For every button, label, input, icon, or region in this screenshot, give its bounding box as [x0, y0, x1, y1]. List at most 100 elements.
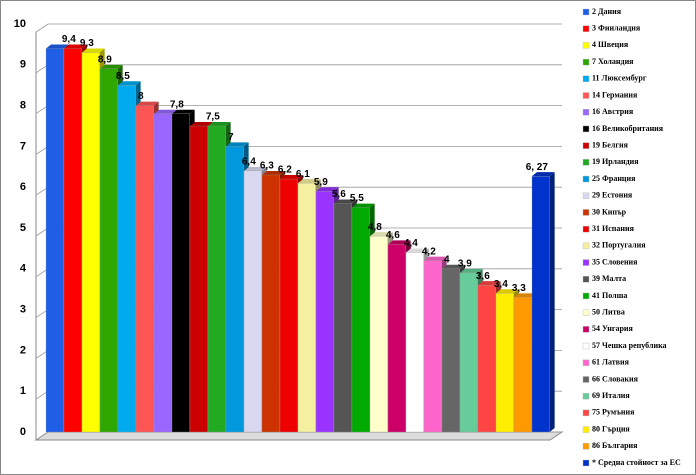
- legend-swatch: [582, 242, 590, 250]
- value-label: 4,4: [404, 238, 418, 249]
- bar: [45, 48, 64, 433]
- legend-swatch: [582, 25, 590, 32]
- bar: [99, 68, 118, 433]
- bar: [261, 174, 280, 433]
- bar-top: [172, 109, 195, 114]
- bar-top: [226, 142, 249, 147]
- bar-top: [190, 122, 213, 126]
- value-label: 6,3: [260, 161, 274, 172]
- legend-label: 16 Великобритания: [592, 124, 664, 133]
- legend-label: * Средна стойност за ЕС: [592, 458, 681, 467]
- legend-swatch: [582, 225, 590, 233]
- bar-top: [280, 175, 303, 180]
- legend-label: 35 Словения: [592, 257, 638, 266]
- legend-label: 75 Румъния: [592, 408, 635, 417]
- bar-top: [532, 172, 555, 177]
- legend-label: 32 Португалия: [592, 241, 646, 250]
- legend-label: 4 Швеция: [592, 40, 629, 49]
- bar: [63, 48, 82, 433]
- value-label: 3,3: [512, 283, 526, 294]
- legend-swatch: [582, 8, 590, 16]
- bar: [531, 176, 550, 433]
- bar-top: [82, 48, 105, 53]
- bar-top: [406, 248, 429, 253]
- legend-label: 61 Латвия: [592, 358, 630, 367]
- legend-label: 11 Люксембург: [592, 74, 647, 83]
- bar: [279, 178, 298, 433]
- legend-label: 69 Италия: [592, 391, 630, 400]
- value-label: 3,6: [476, 271, 490, 282]
- bar-top: [64, 44, 87, 49]
- value-label: 6,1: [296, 169, 310, 180]
- legend-swatch: [582, 459, 590, 467]
- bar: [207, 125, 226, 433]
- bar-top: [136, 101, 159, 106]
- bar-top: [118, 81, 141, 86]
- legend-label: 16 Австрия: [592, 107, 634, 116]
- bar: [81, 52, 100, 433]
- legend-label: 19 Белгия: [592, 140, 629, 149]
- value-label: 9,3: [80, 38, 94, 49]
- bar: [477, 284, 496, 433]
- y-tick-label: 10: [14, 18, 26, 30]
- legend-swatch: [582, 443, 590, 450]
- legend-swatch: [582, 276, 590, 283]
- bar-top: [100, 64, 123, 69]
- bar-top: [334, 199, 357, 204]
- legend-label: 41 Полша: [592, 291, 627, 300]
- value-label: 4,6: [386, 230, 400, 241]
- legend-label: 2 Дания: [592, 7, 622, 16]
- value-label: 8: [138, 91, 144, 102]
- value-label: 4: [444, 254, 450, 265]
- legend-swatch: [582, 392, 590, 400]
- value-label: 7,8: [170, 99, 184, 110]
- legend-label: 80 Гърция: [592, 424, 630, 433]
- bar-top: [424, 256, 447, 261]
- legend-swatch: [582, 309, 590, 316]
- legend-swatch: [582, 259, 590, 266]
- value-label: 5,5: [350, 193, 364, 204]
- bar-top: [460, 268, 483, 273]
- bar-top: [496, 289, 519, 294]
- bar: [369, 236, 388, 433]
- legend-swatch: [582, 175, 590, 183]
- legend-swatch: [582, 92, 590, 99]
- legend-label: 25 Франция: [592, 174, 636, 183]
- y-tick-label: 2: [20, 344, 26, 356]
- bar: [441, 268, 460, 433]
- bar-top: [514, 293, 537, 298]
- bar: [405, 252, 424, 433]
- y-tick-label: 7: [20, 140, 26, 152]
- legend-swatch: [582, 58, 590, 66]
- value-label: 5,6: [332, 189, 346, 200]
- legend-label: 50 Литва: [592, 307, 625, 316]
- legend-swatch: [582, 142, 590, 149]
- bar: [135, 105, 154, 433]
- bar: [513, 297, 532, 433]
- bar: [351, 207, 370, 433]
- value-label: 8,5: [116, 71, 130, 82]
- value-label: 7,5: [206, 112, 220, 123]
- legend-label: 14 Германия: [592, 90, 638, 99]
- legend-swatch: [582, 209, 590, 216]
- legend-label: 30 Кипър: [592, 207, 627, 216]
- y-tick-label: 8: [20, 100, 26, 112]
- value-label: 3,4: [494, 279, 508, 290]
- legend-swatch: [582, 342, 590, 350]
- value-label: 6,4: [242, 157, 256, 168]
- legend-label: 39 Малта: [592, 274, 626, 283]
- legend-swatch: [582, 326, 590, 333]
- legend-label: 66 Словакия: [592, 374, 639, 383]
- floor: [34, 431, 564, 441]
- bar-side: [549, 172, 555, 432]
- bar: [117, 85, 136, 433]
- y-tick-label: 1: [20, 385, 26, 397]
- bar-top: [316, 187, 339, 192]
- value-label: 6, 27: [526, 162, 549, 173]
- bar: [153, 113, 172, 433]
- bar-top: [154, 109, 177, 114]
- legend-label: 31 Испания: [592, 224, 635, 233]
- bar-top: [244, 166, 267, 171]
- value-label: 5,9: [314, 177, 328, 188]
- value-label: 7: [228, 132, 234, 143]
